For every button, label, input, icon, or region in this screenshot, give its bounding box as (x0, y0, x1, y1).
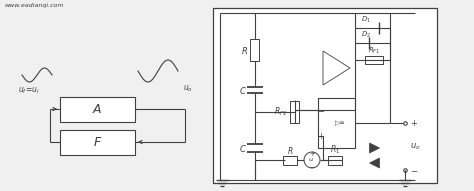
Text: $C$: $C$ (239, 84, 247, 96)
Bar (328, 155, 342, 164)
Bar (365, 56, 383, 64)
Polygon shape (370, 143, 380, 153)
Text: $+$: $+$ (317, 131, 325, 141)
Text: $R_{F1}$: $R_{F1}$ (368, 46, 381, 56)
Text: $D_1$: $D_1$ (362, 15, 372, 25)
Text: +: + (309, 151, 315, 157)
Text: $D_2$: $D_2$ (362, 30, 372, 40)
Text: $-$: $-$ (410, 165, 418, 175)
Polygon shape (370, 158, 380, 168)
Text: www.eadianqi.com: www.eadianqi.com (4, 3, 64, 8)
Text: $u_f\!=\!u_i$: $u_f\!=\!u_i$ (18, 86, 40, 96)
Bar (318, 98, 355, 148)
Text: $-$: $-$ (317, 105, 325, 114)
Text: $R_1$: $R_1$ (330, 144, 340, 156)
Bar (60, 130, 135, 155)
Text: $\triangleright\!\infty$: $\triangleright\!\infty$ (334, 118, 345, 128)
Text: $u_o$: $u_o$ (183, 84, 193, 94)
Polygon shape (323, 51, 350, 85)
Circle shape (304, 152, 320, 168)
Text: $C$: $C$ (239, 142, 247, 154)
Text: +: + (410, 118, 417, 128)
Text: $A$: $A$ (92, 103, 103, 116)
Text: $u_i$: $u_i$ (309, 156, 316, 164)
Bar (291, 101, 300, 123)
Text: $R_{F2}$: $R_{F2}$ (274, 106, 288, 118)
Text: $R$: $R$ (287, 145, 293, 155)
Bar (250, 39, 259, 61)
Text: $F$: $F$ (93, 136, 102, 149)
Bar (283, 155, 297, 164)
Text: $u_o$: $u_o$ (410, 141, 420, 152)
Bar (213, 8, 437, 183)
Text: $-$: $-$ (309, 163, 316, 169)
Text: $R$: $R$ (241, 45, 248, 56)
Bar (60, 97, 135, 122)
